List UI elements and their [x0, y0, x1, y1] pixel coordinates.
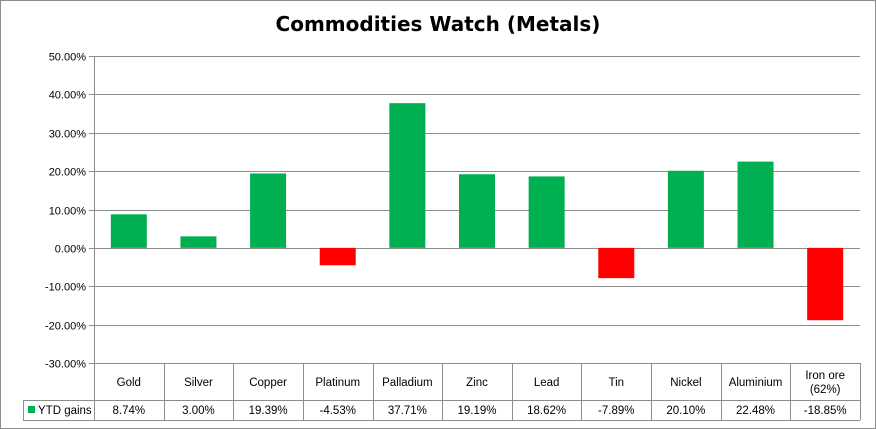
data-table-value: 8.74% — [113, 405, 146, 417]
category-label: Gold — [117, 377, 141, 389]
y-tick-label: 20.00% — [49, 167, 87, 179]
chart-title: Commodities Watch (Metals) — [275, 12, 601, 36]
y-tick-label: 40.00% — [49, 90, 87, 102]
y-tick-label: 30.00% — [49, 129, 87, 141]
bar — [807, 247, 844, 321]
data-table-value: -7.89% — [598, 405, 634, 417]
bar — [319, 247, 356, 266]
data-table-value: 19.19% — [457, 405, 496, 417]
data-table-value: 22.48% — [736, 405, 775, 417]
category-label: Platinum — [315, 377, 360, 389]
category-label: Palladium — [382, 377, 433, 389]
category-label: Copper — [249, 377, 287, 389]
data-table-value: -4.53% — [320, 405, 356, 417]
y-tick-label: 50.00% — [49, 52, 87, 64]
category-label: Aluminium — [729, 377, 783, 389]
category-label: Iron ore (62%) — [805, 370, 845, 396]
bar — [528, 176, 565, 248]
y-tick-label: -20.00% — [45, 321, 86, 333]
bar — [459, 174, 495, 248]
category-label: Lead — [534, 377, 560, 389]
data-table-value: 3.00% — [182, 405, 215, 417]
bar — [667, 170, 704, 248]
category-label: Zinc — [466, 377, 488, 389]
bar — [389, 103, 426, 248]
bar — [250, 173, 287, 248]
category-label: Tin — [608, 377, 624, 389]
y-tick-label: -10.00% — [45, 282, 86, 294]
data-table-value: 18.62% — [527, 405, 566, 417]
bar — [737, 161, 774, 248]
bar — [110, 214, 147, 248]
data-table-value: 20.10% — [666, 405, 705, 417]
data-table-value: 37.71% — [388, 405, 427, 417]
y-tick-label: -30.00% — [45, 359, 86, 371]
y-tick-label: 10.00% — [49, 206, 87, 218]
legend-label: YTD gains — [38, 405, 92, 417]
bar — [180, 236, 217, 248]
legend-key — [28, 406, 35, 413]
category-label: Nickel — [670, 377, 701, 389]
bar — [598, 247, 635, 279]
y-tick-label: 0.00% — [55, 244, 86, 256]
data-table-value: 19.39% — [249, 405, 288, 417]
category-label: Silver — [184, 377, 213, 389]
data-table-value: -18.85% — [804, 405, 847, 417]
